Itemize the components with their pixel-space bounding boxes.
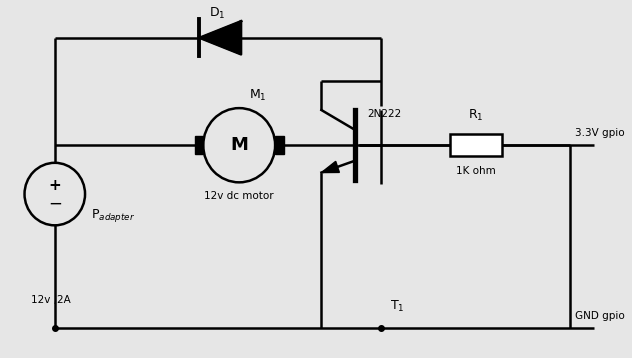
- Text: R$_1$: R$_1$: [468, 108, 483, 123]
- Text: T$_1$: T$_1$: [391, 299, 405, 314]
- Text: 12v ,2A: 12v ,2A: [31, 295, 71, 305]
- Text: 3.3V gpio: 3.3V gpio: [575, 129, 624, 139]
- Text: −: −: [48, 195, 62, 213]
- Text: 2N222: 2N222: [367, 109, 401, 119]
- Polygon shape: [200, 21, 241, 54]
- Text: M$_1$: M$_1$: [248, 88, 266, 103]
- Polygon shape: [322, 161, 339, 173]
- Text: 12v dc motor: 12v dc motor: [204, 191, 274, 201]
- Text: GND gpio: GND gpio: [575, 311, 624, 321]
- Bar: [275, 136, 284, 154]
- Text: M: M: [230, 136, 248, 154]
- Text: D$_1$: D$_1$: [209, 6, 226, 21]
- Bar: [195, 136, 204, 154]
- Text: 1K ohm: 1K ohm: [456, 166, 495, 176]
- Text: P$_{adapter}$: P$_{adapter}$: [91, 207, 135, 224]
- Text: +: +: [49, 178, 61, 193]
- Bar: [449, 135, 502, 156]
